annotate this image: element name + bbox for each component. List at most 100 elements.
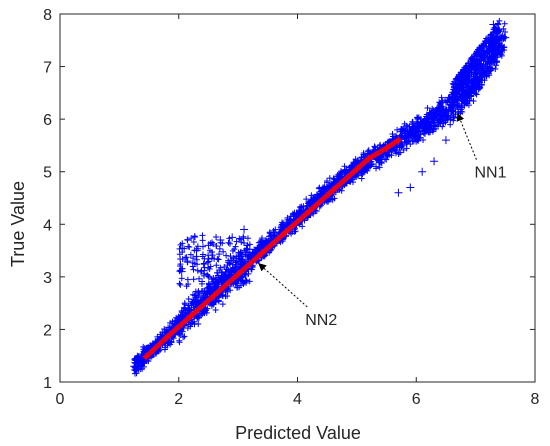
nn1-cloud-point	[184, 276, 191, 283]
nn1-cloud-point	[219, 301, 226, 308]
nn1-cloud-point	[218, 270, 225, 277]
nn1-cloud-point	[204, 259, 211, 266]
y-tick-label: 7	[43, 60, 52, 77]
nn1-cloud-point	[248, 251, 255, 258]
nn1-cloud-point	[191, 233, 198, 240]
nn1-cloud-point	[220, 248, 227, 255]
nn1-cloud-point	[214, 255, 221, 262]
nn1-cloud-point	[492, 66, 499, 73]
axes: 0 2 4 6 8 1 2 3 4 5 6 7 8	[43, 7, 539, 408]
nn1-cloud-point	[190, 266, 197, 273]
nn1-cloud-point	[197, 268, 204, 275]
nn1-cloud-point	[195, 289, 202, 296]
nn1-cloud-point	[458, 69, 465, 76]
nn1-cloud-point	[434, 120, 441, 127]
nn1-cloud-point	[221, 273, 228, 280]
nn1-cloud-point	[227, 260, 234, 267]
nn2-series	[142, 136, 403, 361]
nn1-cloud-point	[478, 74, 485, 81]
nn2-point	[186, 312, 195, 321]
nn1-cloud-point	[486, 40, 493, 47]
nn1-cloud-point	[209, 252, 216, 259]
nn1-cloud-point	[479, 65, 486, 72]
nn1-cloud-point	[403, 122, 410, 129]
nn1-cloud-point	[310, 194, 317, 201]
nn1-point	[240, 225, 249, 234]
nn1-cloud-point	[423, 111, 430, 118]
nn1-cloud-point	[208, 255, 215, 262]
nn1-cloud-point	[457, 72, 464, 79]
nn1-cloud-point	[176, 245, 183, 252]
nn1-cloud-point	[146, 342, 153, 349]
nn1-cloud-point	[501, 20, 508, 27]
nn1-cloud-point	[176, 339, 183, 346]
nn1-cloud-point	[409, 119, 416, 126]
nn1-cloud-point	[321, 183, 328, 190]
nn1-cloud-point	[206, 266, 213, 273]
nn2-point	[257, 249, 266, 258]
nn1-point	[412, 125, 421, 134]
nn1-cloud-point	[313, 208, 320, 215]
x-tick-label: 6	[412, 391, 421, 408]
nn1-cloud-point	[303, 196, 310, 203]
nn1-cloud-point	[185, 296, 192, 303]
nn1-cloud-point	[199, 310, 206, 317]
nn1-cloud-point	[213, 242, 220, 249]
nn1-cloud-point	[481, 77, 488, 84]
nn1-cloud-point	[296, 204, 303, 211]
nn1-cloud-point	[397, 149, 404, 156]
nn1-cloud-point	[176, 251, 183, 258]
nn1-cloud-point	[226, 240, 233, 247]
nn1-cloud-point	[440, 116, 447, 123]
nn1-point	[459, 91, 468, 100]
nn1-cloud-point	[371, 143, 378, 150]
nn1-cloud-point	[462, 99, 469, 106]
nn1-cloud-point	[266, 233, 273, 240]
nn1-cloud-point	[194, 267, 201, 274]
nn1-cloud-point	[481, 41, 488, 48]
nn1-cloud-point	[193, 256, 200, 263]
nn1-cloud-point	[215, 297, 222, 304]
nn1-cloud-point	[166, 338, 173, 345]
nn1-cloud-point	[465, 64, 472, 71]
nn1-cloud-point	[364, 167, 371, 174]
nn1-cloud-point	[451, 95, 458, 102]
nn1-cloud-point	[190, 301, 197, 308]
nn1-cloud-point	[198, 288, 205, 295]
nn1-cloud-point	[188, 235, 195, 242]
nn1-cloud-point	[429, 114, 436, 121]
nn1-cloud-point	[428, 110, 435, 117]
nn1-cloud-point	[454, 106, 461, 113]
nn1-cloud-point	[240, 280, 247, 287]
nn1-cloud-point	[178, 326, 185, 333]
nn1-point	[204, 241, 213, 250]
x-tick-label: 4	[293, 391, 302, 408]
nn1-cloud-point	[224, 262, 231, 269]
nn1-cloud-point	[336, 175, 343, 182]
nn1-cloud-point	[214, 272, 221, 279]
nn1-cloud-point	[316, 184, 323, 191]
nn1-cloud-point	[212, 307, 219, 314]
nn1-cloud-point	[237, 260, 244, 267]
nn1-cloud-point	[177, 241, 184, 248]
nn1-cloud-point	[490, 29, 497, 36]
nn1-cloud-point	[498, 48, 505, 55]
nn1-point	[400, 133, 409, 142]
nn1-cloud-point	[196, 275, 203, 282]
nn1-cloud-point	[421, 117, 428, 124]
nn1-cloud-point	[225, 257, 232, 264]
nn1-cloud-point	[157, 333, 164, 340]
nn1-cloud-point	[199, 278, 206, 285]
nn1-cloud-point	[474, 64, 481, 71]
nn1-cloud-point	[143, 345, 150, 352]
nn1-cloud-point	[414, 120, 421, 127]
nn1-cloud-point	[255, 239, 262, 246]
nn1-cloud-point	[185, 302, 192, 309]
nn1-cloud-point	[177, 267, 184, 274]
nn1-cloud-point	[487, 37, 494, 44]
nn2-point	[162, 333, 171, 342]
nn1-cloud-point	[199, 253, 206, 260]
nn1-cloud-point	[195, 314, 202, 321]
nn1-cloud-point	[202, 307, 209, 314]
